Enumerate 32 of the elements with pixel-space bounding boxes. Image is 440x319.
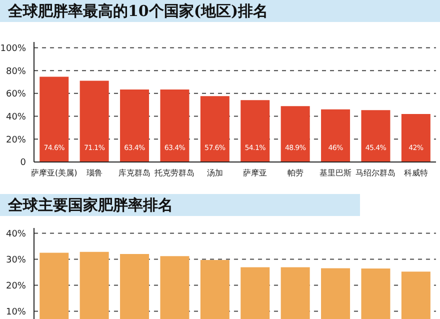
chart-title: 全球肥胖率最高的10个国家(地区)排名 [0,0,440,22]
x-tick-label: 萨摩亚(美属) [30,168,78,178]
bar [280,106,310,162]
bar [120,90,150,162]
y-tick-label: 60% [6,90,26,100]
x-tick-label: 汤加 [206,168,223,178]
x-tick-label: 托克劳群岛 [154,168,195,178]
x-tick-label: 库克群岛 [118,168,150,178]
y-tick-label: 0 [20,158,26,168]
x-tick-label: 帕劳 [287,168,304,178]
x-tick-label: 马绍尔群岛 [356,168,396,178]
bar [80,80,109,162]
y-tick-label: 30% [6,255,26,266]
y-tick-label: 10% [6,307,26,318]
chart-title: 全球主要国家肥胖率排名 [0,194,360,216]
bar [361,110,390,162]
bar [321,109,350,162]
bar [200,96,230,162]
bar [160,90,190,162]
x-tick-label: 科威特 [404,168,428,178]
y-tick-label: 40% [6,229,26,240]
x-tick-label: 瑙鲁 [86,168,102,178]
y-tick-label: 80% [6,66,26,77]
bar [40,76,69,162]
x-tick-label: 萨摩亚 [243,168,268,178]
y-tick-label: 40% [6,112,26,122]
x-tick-label: 基里巴斯 [320,168,352,178]
y-tick-label: 100% [0,44,26,54]
bar [240,100,270,162]
y-tick-label: 20% [6,135,26,146]
y-tick-label: 20% [6,281,26,292]
bar [401,114,430,162]
